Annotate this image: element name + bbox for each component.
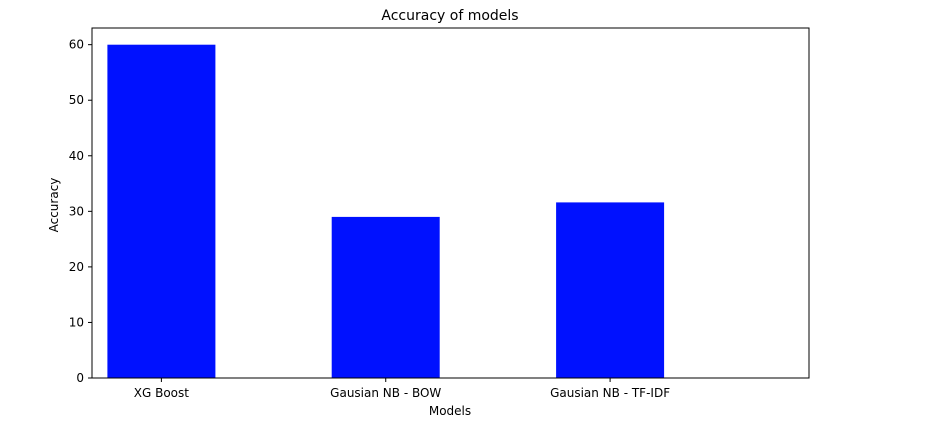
x-axis-label: Models [429, 404, 471, 418]
y-axis-label: Accuracy [47, 178, 61, 233]
bar-1 [331, 216, 440, 378]
y-ticks-layer: 0 10 20 30 40 50 60 [69, 38, 92, 385]
chart-title: Accuracy of models [381, 8, 518, 24]
y-tick-label: 30 [69, 204, 84, 218]
plot-frame [91, 27, 810, 379]
bars-layer [107, 44, 665, 378]
y-tick-label: 40 [69, 149, 84, 163]
y-tick-label: 10 [69, 315, 84, 329]
x-ticks-layer: XG Boost Gausian NB - BOW Gausian NB - TF-… [134, 378, 670, 400]
x-tick-label: XG Boost [134, 386, 190, 400]
bar-2 [556, 202, 665, 378]
y-tick-label: 50 [69, 93, 84, 107]
x-tick-label: Gausian NB - BOW [330, 386, 441, 400]
y-tick-label: 20 [69, 260, 84, 274]
bar-0 [107, 44, 216, 378]
y-tick-label: 0 [76, 371, 84, 385]
x-tick-label: Gausian NB - TF-IDF [550, 386, 670, 400]
y-tick-label: 60 [69, 38, 84, 52]
